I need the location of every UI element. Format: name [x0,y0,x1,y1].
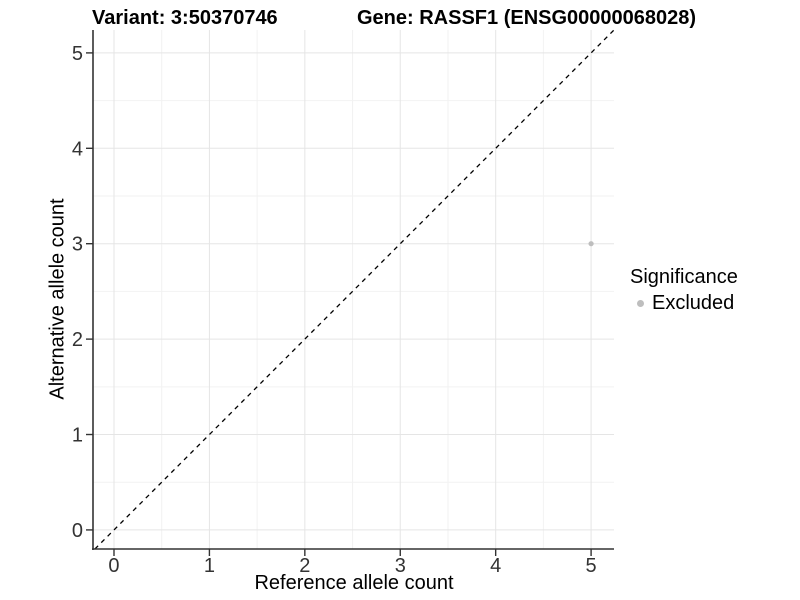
y-tick-label: 4 [72,138,83,160]
legend: Significance Excluded [630,266,738,315]
x-tick-label: 0 [108,555,119,577]
x-tick-label: 1 [204,555,215,577]
identity-reference-line [94,29,615,550]
variant-title: Variant: 3:50370746 [92,7,278,29]
legend-title: Significance [630,266,738,288]
y-tick-label: 0 [72,520,83,542]
x-tick-label: 3 [395,555,406,577]
y-tick-label: 1 [72,425,83,447]
y-tick-label: 5 [72,43,83,65]
y-axis-title: Alternative allele count [46,198,69,400]
x-tick-label: 2 [299,555,310,577]
x-tick-label: 4 [490,555,501,577]
excluded-key-icon [637,300,644,307]
legend-item-label: Excluded [652,292,735,314]
data-point-excluded [588,241,594,247]
x-axis-title: Reference allele count [254,572,454,594]
y-tick-label: 3 [72,234,83,256]
x-tick-label: 5 [586,555,597,577]
legend-item-excluded: Excluded [630,292,738,315]
y-tick-label: 2 [72,329,83,351]
gene-title: Gene: RASSF1 (ENSG00000068028) [357,7,697,29]
